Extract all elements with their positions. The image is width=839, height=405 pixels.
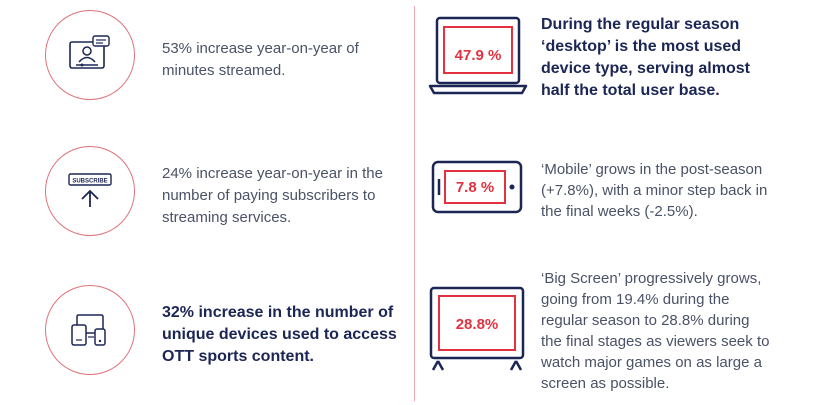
desc-line: regular season to 28.8% during	[541, 312, 750, 329]
desc-line: half the total user base.	[541, 82, 720, 99]
column-divider	[414, 6, 415, 401]
bigscreen-description: ‘Big Screen’ progressively grows, going …	[541, 268, 769, 394]
desktop-share-value: 47.9 %	[454, 47, 502, 64]
desc-line: screen as possible.	[541, 375, 670, 392]
devices-icon-circle	[45, 285, 135, 375]
stat-line: 24% increase year-on-year in the	[162, 165, 383, 182]
desc-line: ‘desktop’ is the most used	[541, 38, 742, 55]
desc-line: (+7.8%), with a minor step back in	[541, 182, 768, 199]
laptop-icon	[428, 16, 528, 95]
stat-line: 32% increase in the number of	[162, 304, 394, 321]
desc-line: ‘Mobile’ grows in the post-season	[541, 161, 763, 178]
stat-line: streaming services.	[162, 209, 292, 226]
mobile-icon	[431, 160, 523, 214]
stat-line: 53% increase year-on-year of	[162, 40, 359, 57]
desc-line: ‘Big Screen’ progressively grows,	[541, 270, 762, 287]
mobile-share-value: 7.8 %	[455, 179, 495, 196]
minutes-streamed-stat: 53% increase year-on-year of minutes str…	[162, 38, 359, 82]
multi-device-icon	[71, 314, 106, 346]
streaming-icon-circle	[45, 10, 135, 100]
streaming-screen-icon	[69, 35, 110, 69]
subscribe-icon-circle: SUBSCRIBE	[45, 146, 135, 236]
bigscreen-share-value: 28.8%	[455, 316, 499, 333]
tv-icon	[429, 286, 525, 371]
subscribers-stat: 24% increase year-on-year in the number …	[162, 163, 383, 229]
desktop-description: During the regular season ‘desktop’ is t…	[541, 14, 750, 102]
unique-devices-stat: 32% increase in the number of unique dev…	[162, 302, 397, 368]
desc-line: the final stages as viewers seek to	[541, 333, 770, 350]
desc-line: During the regular season	[541, 16, 740, 33]
mobile-description: ‘Mobile’ grows in the post-season (+7.8%…	[541, 159, 767, 222]
stat-line: OTT sports content.	[162, 348, 314, 365]
stat-line: minutes streamed.	[162, 62, 286, 79]
stat-line: number of paying subscribers to	[162, 187, 376, 204]
desc-line: device type, serving almost	[541, 60, 750, 77]
subscribe-icon: SUBSCRIBE	[68, 173, 112, 207]
stat-line: unique devices used to access	[162, 326, 397, 343]
desc-line: going from 19.4% during the	[541, 291, 730, 308]
desc-line: the final weeks (-2.5%).	[541, 203, 698, 220]
subscribe-badge-text: SUBSCRIBE	[72, 179, 107, 185]
desc-line: watch major games on as large a	[541, 354, 762, 371]
